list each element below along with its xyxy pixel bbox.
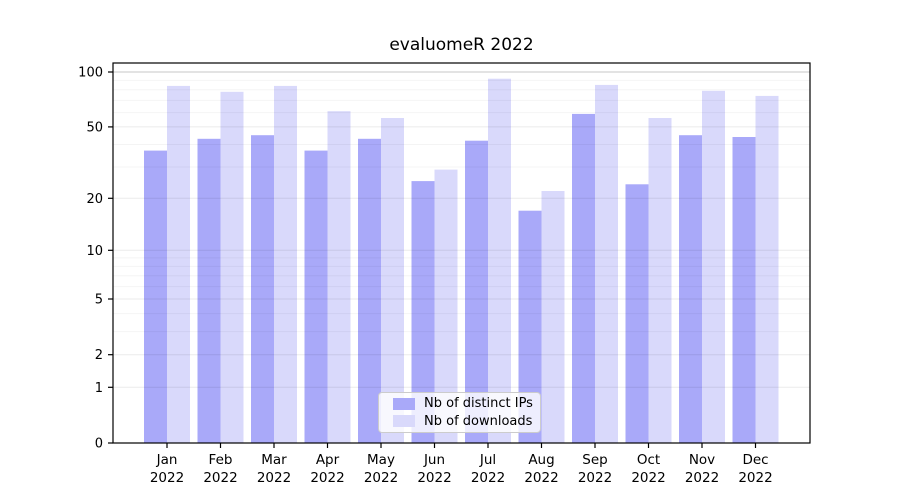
axis-tick-label: Oct bbox=[637, 452, 660, 468]
series-downloads bbox=[167, 78, 779, 444]
axis-tick-label: Jan bbox=[156, 452, 178, 468]
axis-tick-label: 2022 bbox=[578, 470, 612, 486]
x-axis: Jan 2022 Feb 2022 Mar 2022 Apr 2022 May 2022 Jun 20… bbox=[150, 443, 773, 486]
axis-tick-label: Apr bbox=[316, 452, 340, 468]
axis-tick-label: 2022 bbox=[417, 470, 451, 486]
axis-tick-label: Nov bbox=[689, 452, 715, 468]
axis-tick-label: 2 bbox=[95, 348, 103, 363]
axis-tick-label: Aug bbox=[528, 452, 554, 468]
axis-tick-label: 50 bbox=[86, 120, 103, 135]
axis-tick-label: 2022 bbox=[310, 470, 344, 486]
series-distinct-ips bbox=[144, 113, 756, 444]
axis-tick-label: May bbox=[367, 452, 395, 468]
axis-tick-label: Jun bbox=[423, 452, 445, 468]
bar-jan-downloads bbox=[167, 85, 190, 444]
axis-tick-label: 2022 bbox=[203, 470, 237, 486]
axis-tick-label: 2022 bbox=[150, 470, 184, 486]
bar-feb-distinct-ips bbox=[197, 138, 221, 444]
axis-tick-label: 1 bbox=[95, 381, 103, 396]
bar-aug-distinct-ips bbox=[518, 210, 542, 443]
axis-tick-label: 100 bbox=[78, 66, 103, 81]
axis-tick-label: 0 bbox=[95, 437, 103, 452]
axis-tick-label: 2022 bbox=[471, 470, 505, 486]
y-axis: 0 1 2 5 10 20 50 100 bbox=[78, 66, 113, 452]
plot-border bbox=[112, 62, 811, 444]
bar-dec-downloads bbox=[755, 95, 779, 444]
gridlines bbox=[113, 71, 810, 388]
axis-tick-label: Sep bbox=[582, 452, 607, 468]
bar-feb-downloads bbox=[220, 91, 244, 444]
axis-tick-label: Mar bbox=[261, 452, 287, 468]
bar-oct-downloads bbox=[648, 118, 672, 443]
bar-dec-distinct-ips bbox=[732, 137, 756, 443]
axis-tick-label: Jul bbox=[479, 452, 496, 468]
bar-apr-distinct-ips bbox=[304, 150, 328, 443]
bar-mar-distinct-ips bbox=[251, 135, 274, 443]
bar-nov-downloads bbox=[702, 90, 725, 444]
legend-item-downloads: Nb of downloads bbox=[379, 414, 540, 430]
bar-nov-distinct-ips bbox=[679, 135, 702, 443]
axis-tick-label: 10 bbox=[86, 244, 103, 259]
axis-tick-label: Feb bbox=[209, 452, 233, 468]
axis-tick-label: 2022 bbox=[257, 470, 291, 486]
legend-label-distinct-ips: Nb of distinct IPs bbox=[424, 396, 533, 412]
legend-item-distinct-ips: Nb of distinct IPs bbox=[379, 396, 540, 412]
axis-tick-label: 20 bbox=[86, 192, 103, 207]
bar-may-downloads bbox=[381, 118, 404, 443]
bar-jul-downloads bbox=[488, 78, 511, 443]
bar-jan-distinct-ips bbox=[144, 150, 167, 443]
axis-tick-label: 2022 bbox=[631, 470, 665, 486]
legend-swatch-distinct-ips-icon bbox=[393, 397, 415, 410]
axis-tick-label: 2022 bbox=[364, 470, 398, 486]
bar-jul-distinct-ips bbox=[465, 140, 488, 443]
bar-sep-downloads bbox=[595, 84, 618, 444]
bar-mar-downloads bbox=[274, 85, 297, 444]
bar-oct-distinct-ips bbox=[625, 184, 649, 444]
legend-swatch-downloads-icon bbox=[393, 415, 415, 428]
bar-jun-downloads bbox=[434, 169, 458, 443]
chart-title: evaluomeR 2022 bbox=[389, 35, 534, 55]
bar-jun-distinct-ips bbox=[411, 181, 435, 443]
axis-tick-label: Dec bbox=[742, 452, 768, 468]
bar-sep-distinct-ips bbox=[572, 113, 595, 444]
bar-aug-downloads bbox=[541, 191, 565, 443]
bar-may-distinct-ips bbox=[358, 138, 381, 444]
legend-label-downloads: Nb of downloads bbox=[424, 413, 533, 429]
axis-tick-label: 5 bbox=[95, 292, 103, 307]
axis-tick-label: 2022 bbox=[685, 470, 719, 486]
axis-tick-label: 2022 bbox=[524, 470, 558, 486]
bar-apr-downloads bbox=[327, 111, 351, 443]
axis-tick-label: 2022 bbox=[738, 470, 772, 486]
legend: Nb of distinct IPs Nb of downloads bbox=[378, 392, 541, 433]
